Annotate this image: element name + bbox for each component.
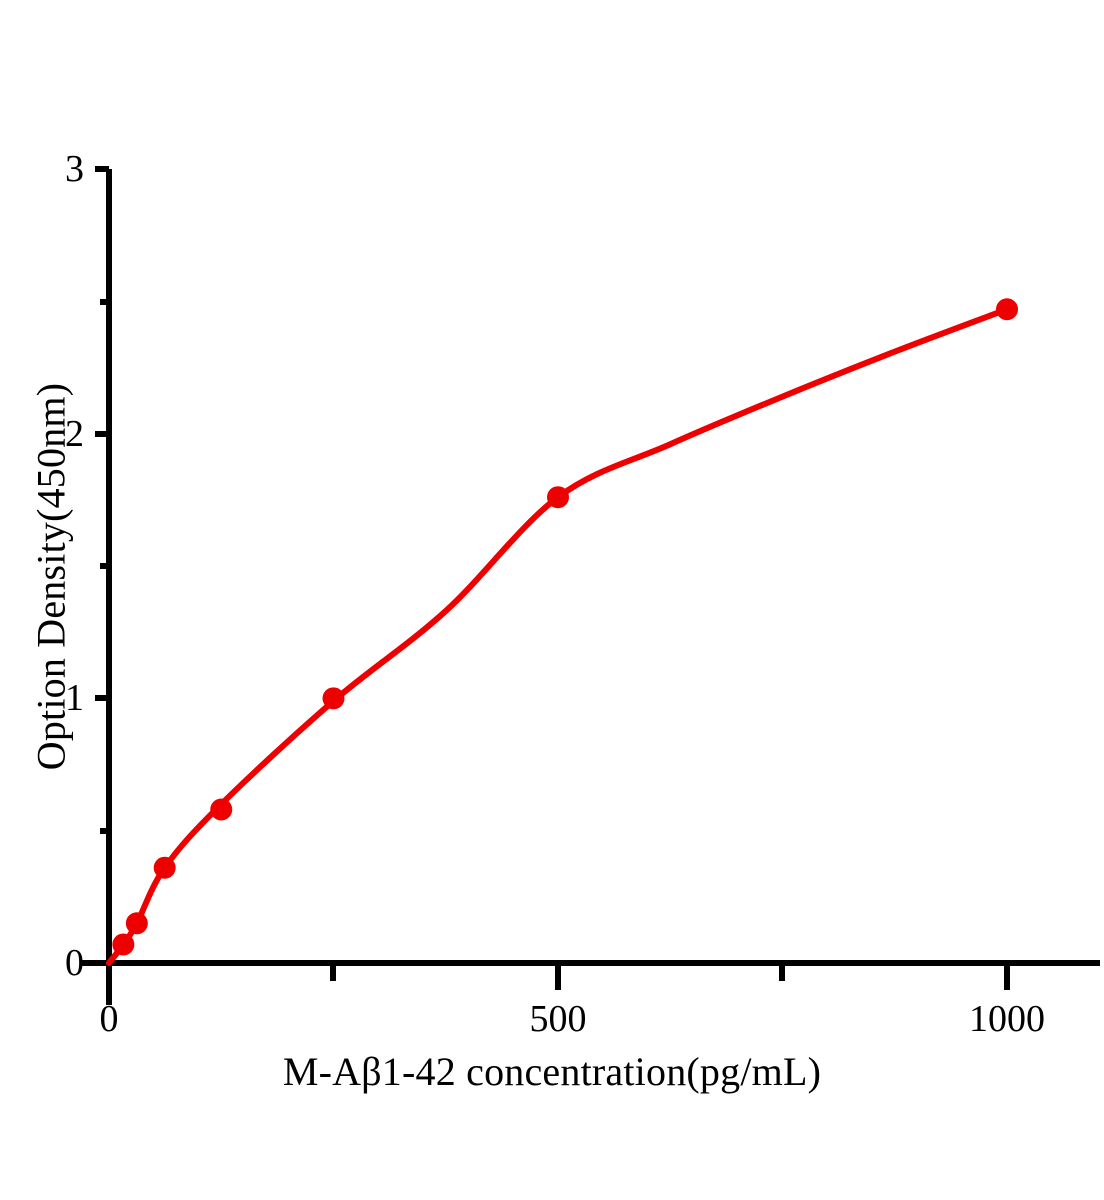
- y-axis-major-ticks: [95, 166, 109, 966]
- y-tick-label-2: 2: [65, 413, 84, 455]
- data-point: [112, 933, 135, 956]
- data-point: [125, 912, 148, 935]
- data-point: [153, 856, 176, 879]
- x-axis-major-ticks: [106, 963, 1010, 1005]
- x-tick-label-1000: 1000: [969, 998, 1045, 1040]
- y-axis-title: Option Density(450nm): [28, 382, 74, 771]
- data-point: [210, 798, 233, 821]
- data-point: [996, 298, 1018, 321]
- x-tick-label-0: 0: [99, 998, 119, 1040]
- data-point: [547, 486, 569, 509]
- axis-lines: [80, 169, 1100, 1005]
- y-tick-label-0: 0: [65, 942, 84, 984]
- x-axis-minor-ticks: [330, 963, 785, 981]
- standard-curve-line: [106, 306, 1010, 966]
- y-axis-minor-ticks: [100, 299, 109, 834]
- x-tick-label-500: 500: [529, 998, 587, 1040]
- y-tick-label-3: 3: [65, 148, 84, 190]
- data-point-markers: [112, 298, 1018, 956]
- x-axis-title: M-Aβ1-42 concentration(pg/mL): [282, 1049, 822, 1094]
- data-point: [322, 687, 345, 710]
- y-tick-label-1: 1: [65, 677, 84, 719]
